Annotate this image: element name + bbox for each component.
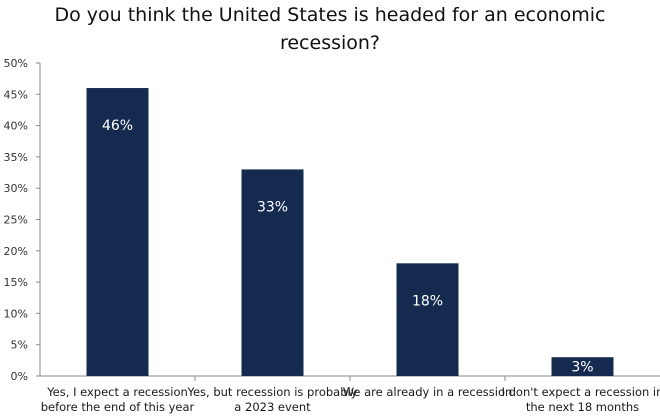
bar	[86, 88, 149, 376]
data-label: 46%	[102, 118, 133, 134]
y-tick-label: 50%	[4, 57, 28, 70]
y-tick-label: 5%	[11, 339, 28, 352]
y-tick-label: 30%	[4, 182, 28, 195]
y-tick-label: 20%	[4, 245, 28, 258]
y-tick-label: 25%	[4, 214, 28, 227]
y-tick-label: 15%	[4, 276, 28, 289]
x-category-label: before the end of this year	[41, 400, 195, 414]
y-tick-label: 0%	[11, 370, 28, 383]
y-tick-label: 40%	[4, 120, 28, 133]
data-label: 3%	[571, 360, 593, 376]
chart-title: Do you think the United States is headed…	[54, 4, 606, 54]
x-category-label: a 2023 event	[234, 400, 311, 414]
bar	[396, 263, 459, 376]
y-tick-label: 10%	[4, 307, 28, 320]
data-label: 18%	[412, 293, 443, 309]
data-label: 33%	[257, 199, 288, 215]
x-category-label: Yes, but recession is probably	[186, 385, 357, 399]
bar	[551, 357, 614, 376]
bar	[241, 169, 304, 376]
y-tick-label: 45%	[4, 88, 28, 101]
x-category-label: We are already in a recession	[343, 385, 513, 399]
x-category-label: Yes, I expect a recession	[46, 385, 188, 399]
y-tick-label: 35%	[4, 151, 28, 164]
x-category-label: the next 18 months	[526, 400, 639, 414]
x-category-label: I don't expect a recession in	[502, 385, 660, 399]
